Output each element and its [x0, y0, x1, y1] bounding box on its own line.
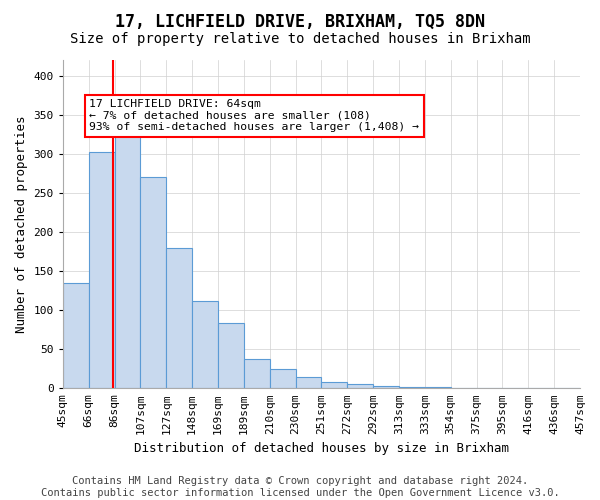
X-axis label: Distribution of detached houses by size in Brixham: Distribution of detached houses by size …: [134, 442, 509, 455]
Bar: [425, 386, 451, 388]
Bar: [322, 382, 347, 388]
Bar: [244, 360, 270, 388]
Bar: [140, 178, 166, 388]
Y-axis label: Number of detached properties: Number of detached properties: [15, 116, 28, 333]
Text: Size of property relative to detached houses in Brixham: Size of property relative to detached ho…: [70, 32, 530, 46]
Text: 17, LICHFIELD DRIVE, BRIXHAM, TQ5 8DN: 17, LICHFIELD DRIVE, BRIXHAM, TQ5 8DN: [115, 12, 485, 30]
Bar: [166, 248, 192, 388]
Bar: [63, 283, 89, 389]
Bar: [269, 369, 296, 388]
Text: Contains HM Land Registry data © Crown copyright and database right 2024.
Contai: Contains HM Land Registry data © Crown c…: [41, 476, 559, 498]
Bar: [192, 301, 218, 388]
Bar: [115, 134, 140, 388]
Bar: [347, 384, 373, 388]
Bar: [373, 386, 399, 388]
Bar: [89, 152, 115, 388]
Text: 17 LICHFIELD DRIVE: 64sqm
← 7% of detached houses are smaller (108)
93% of semi-: 17 LICHFIELD DRIVE: 64sqm ← 7% of detach…: [89, 99, 419, 132]
Bar: [218, 324, 244, 388]
Bar: [399, 386, 425, 388]
Bar: [296, 376, 322, 388]
